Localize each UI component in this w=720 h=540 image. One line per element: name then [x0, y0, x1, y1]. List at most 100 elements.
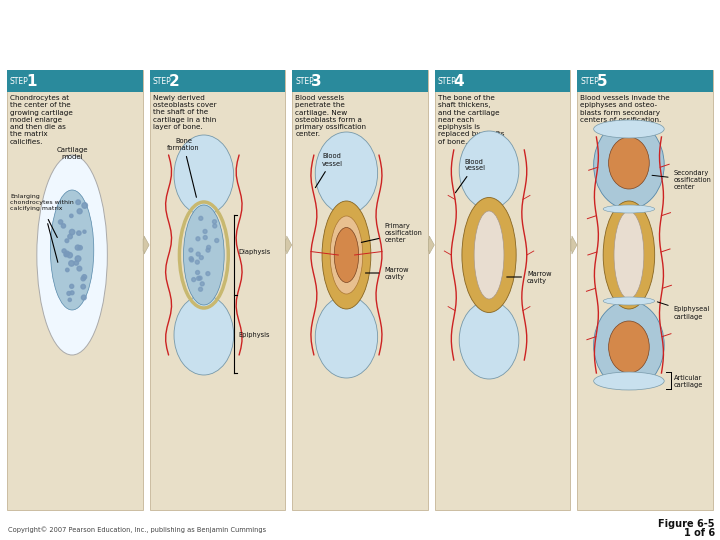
FancyBboxPatch shape [577, 70, 713, 92]
Ellipse shape [474, 211, 504, 299]
Text: Marrow
cavity: Marrow cavity [366, 267, 409, 280]
Circle shape [197, 276, 201, 280]
Ellipse shape [462, 198, 516, 313]
Circle shape [196, 237, 200, 241]
FancyBboxPatch shape [435, 70, 570, 510]
Text: STEP: STEP [295, 77, 314, 85]
FancyBboxPatch shape [7, 70, 143, 92]
Circle shape [189, 258, 194, 262]
Circle shape [203, 235, 207, 240]
Circle shape [200, 282, 204, 286]
Circle shape [76, 231, 81, 235]
Circle shape [77, 266, 82, 271]
Circle shape [78, 246, 82, 250]
Text: Blood
vessel: Blood vessel [455, 159, 485, 193]
Circle shape [206, 272, 210, 275]
Circle shape [199, 255, 203, 260]
Text: 5: 5 [596, 73, 607, 89]
Circle shape [67, 292, 71, 295]
Ellipse shape [315, 296, 377, 378]
Text: Secondary
ossification
center: Secondary ossification center [652, 170, 711, 190]
Circle shape [75, 256, 81, 261]
Ellipse shape [459, 301, 519, 379]
Circle shape [81, 285, 86, 289]
Text: Diaphysis: Diaphysis [238, 249, 271, 255]
Text: STEP: STEP [153, 77, 171, 85]
Text: Blood vessels
penetrate the
cartilage. New
osteoblasts form a
primary ossificati: Blood vessels penetrate the cartilage. N… [295, 95, 366, 137]
Ellipse shape [315, 132, 377, 214]
Text: STEP: STEP [580, 77, 599, 85]
Circle shape [82, 202, 87, 208]
Text: Enlarging
chondrocytes within
calcifying matrix: Enlarging chondrocytes within calcifying… [10, 194, 73, 211]
Circle shape [207, 245, 211, 249]
Circle shape [215, 239, 219, 242]
Circle shape [199, 287, 202, 291]
Circle shape [189, 248, 193, 252]
Text: 1 of 6: 1 of 6 [684, 528, 715, 538]
Ellipse shape [174, 295, 234, 375]
Circle shape [195, 260, 199, 264]
Circle shape [198, 276, 202, 280]
Circle shape [82, 275, 86, 279]
Ellipse shape [603, 201, 654, 309]
Ellipse shape [594, 120, 664, 138]
Text: Epiphysis: Epiphysis [238, 332, 270, 338]
Ellipse shape [608, 321, 649, 373]
FancyBboxPatch shape [577, 70, 713, 510]
FancyArrow shape [143, 236, 149, 254]
Text: Blood vessels invade the
epiphyses and osteo-
blasts form secondary
centers of o: Blood vessels invade the epiphyses and o… [580, 95, 670, 123]
FancyBboxPatch shape [7, 70, 143, 510]
Circle shape [68, 298, 71, 301]
Ellipse shape [614, 211, 644, 299]
FancyBboxPatch shape [435, 70, 570, 92]
Circle shape [68, 234, 73, 239]
Circle shape [58, 220, 63, 224]
Ellipse shape [603, 297, 654, 305]
Circle shape [196, 252, 200, 256]
Text: Marrow
cavity: Marrow cavity [507, 271, 552, 284]
Ellipse shape [37, 155, 107, 355]
Circle shape [199, 217, 203, 220]
FancyArrow shape [571, 236, 577, 254]
Circle shape [206, 248, 210, 252]
Ellipse shape [608, 137, 649, 189]
Circle shape [83, 230, 86, 233]
Ellipse shape [184, 205, 224, 305]
FancyBboxPatch shape [292, 70, 428, 510]
Circle shape [74, 261, 78, 265]
Text: Bone
formation: Bone formation [167, 138, 200, 197]
Circle shape [62, 249, 66, 253]
Circle shape [189, 256, 193, 261]
Text: Copyright© 2007 Pearson Education, Inc., publishing as Benjamin Cummings: Copyright© 2007 Pearson Education, Inc.,… [8, 526, 266, 534]
Text: Blood
vessel: Blood vessel [315, 153, 343, 187]
Text: Newly derived
osteoblasts cover
the shaft of the
cartilage in a thin
layer of bo: Newly derived osteoblasts cover the shaf… [153, 95, 216, 130]
Circle shape [65, 239, 68, 242]
Ellipse shape [594, 301, 664, 389]
FancyBboxPatch shape [150, 70, 285, 510]
Circle shape [75, 245, 81, 250]
Text: STEP: STEP [438, 77, 456, 85]
Text: Epiphyseal
cartilage: Epiphyseal cartilage [657, 302, 710, 320]
Circle shape [212, 220, 217, 224]
FancyArrow shape [286, 236, 292, 254]
Ellipse shape [322, 201, 371, 309]
Circle shape [64, 253, 68, 256]
Ellipse shape [334, 227, 359, 282]
Circle shape [192, 278, 196, 281]
Circle shape [66, 268, 69, 272]
Circle shape [81, 276, 86, 281]
Text: 3: 3 [311, 73, 322, 89]
Text: Chondrocytes at
the center of the
growing cartilage
model enlarge
and then die a: Chondrocytes at the center of the growin… [10, 95, 73, 145]
Circle shape [77, 209, 82, 214]
Circle shape [81, 295, 86, 300]
Text: Cartilage
model: Cartilage model [56, 147, 88, 160]
Circle shape [203, 230, 207, 233]
Circle shape [67, 253, 73, 258]
Text: Figure 6-5: Figure 6-5 [659, 519, 715, 529]
Text: 4: 4 [454, 73, 464, 89]
Circle shape [64, 251, 70, 256]
Ellipse shape [174, 135, 234, 215]
Circle shape [196, 271, 199, 274]
FancyArrow shape [428, 236, 434, 254]
Circle shape [213, 224, 217, 228]
